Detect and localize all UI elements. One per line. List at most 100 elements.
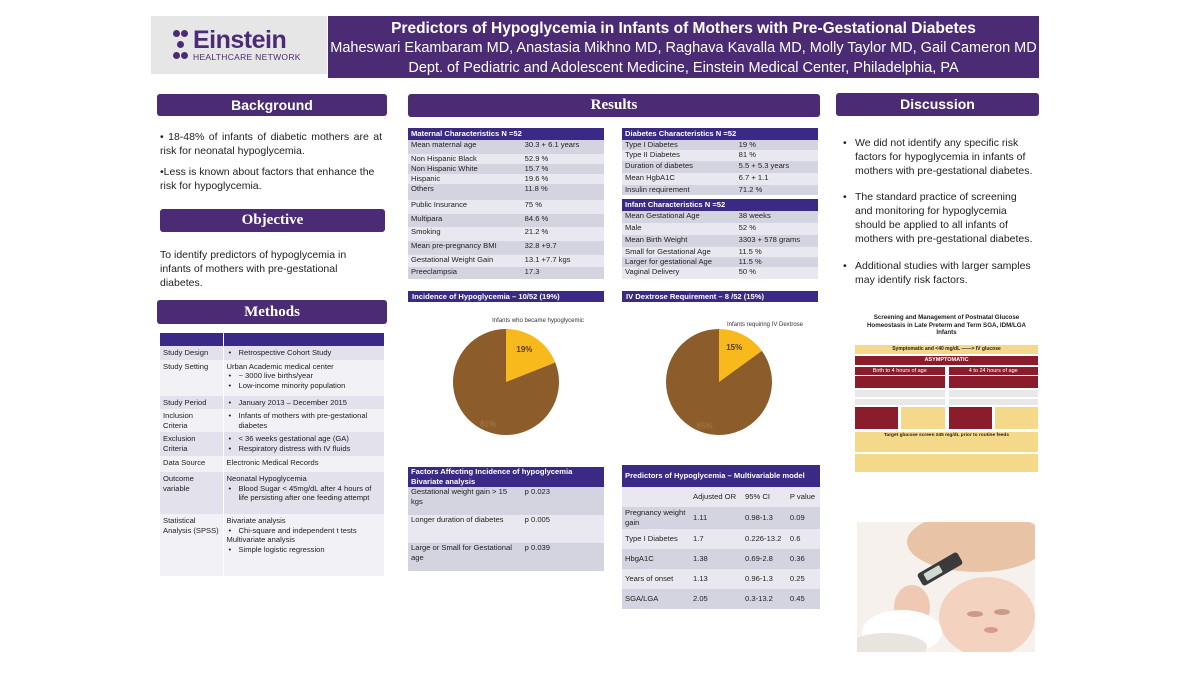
maternal-value: 84.6 % (521, 214, 604, 227)
factors-row: Large or Small for Gestational age p 0.03… (408, 543, 604, 571)
diabetes-header: Diabetes Characteristics N =52 (622, 128, 818, 140)
diabetes-row: Type I Diabetes 19 % (622, 140, 818, 150)
maternal-label: Mean pre-pregnancy BMI (408, 241, 522, 255)
infant-label: Male (622, 223, 736, 235)
diabetes-label: Type I Diabetes (622, 140, 736, 150)
guideline-symptomatic: Symptomatic and <40 mg/dL ——> IV glucose (855, 344, 1038, 354)
diabetes-value: 6.7 + 1.1 (735, 173, 818, 185)
maternal-value: 32.8 +9.7 (521, 241, 604, 255)
diabetes-row: Insulin requirement 71.2 % (622, 185, 818, 195)
predictors-header: Predictors of Hypoglycemia – Multivariab… (622, 465, 820, 487)
guideline-col1: Birth to 4 hours of age (855, 366, 945, 375)
infant-characteristics-table: Infant Characteristics N =52 Mean Gestati… (622, 199, 818, 279)
background-point-2: •Less is known about factors that enhanc… (160, 166, 375, 192)
methods-bullet-item: < 36 weeks gestational age (GA) (227, 434, 382, 444)
infant-photo-illustration (857, 522, 1035, 652)
predictors-cell: 2.05 (690, 589, 743, 609)
maternal-value: 52.9 % (521, 154, 604, 164)
maternal-value: 13.1 +7.7 kgs (521, 255, 604, 267)
maternal-label: Preeclampsia (408, 267, 522, 279)
diabetes-label: Type II Diabetes (622, 150, 736, 161)
infant-label: Mean Gestational Age (622, 211, 736, 223)
methods-row-value: < 36 weeks gestational age (GA)Respirato… (222, 432, 384, 456)
maternal-row: Gestational Weight Gain 13.1 +7.7 kgs (408, 255, 604, 267)
background-heading: Background (157, 94, 387, 116)
maternal-label: Hispanic (408, 174, 522, 184)
methods-row-value: Bivariate analysisChi-square and indepen… (222, 514, 384, 576)
methods-row-label: Outcome variable (160, 472, 223, 514)
infant-value: 11.5 % (735, 257, 818, 267)
predictors-cell: Pregnancy weight gain (622, 507, 690, 529)
maternal-value: 11.8 % (521, 184, 604, 200)
discussion-point-1: • We did not identify any specific risk f… (843, 137, 1033, 177)
infant-header: Infant Characteristics N =52 (622, 199, 818, 211)
methods-row-label: Study Period (160, 395, 223, 409)
infant-row: Small for Gestational Age 11.5 % (622, 247, 818, 257)
infant-value: 38 weeks (735, 211, 818, 223)
methods-text-item: Urban Academic medical center (226, 361, 334, 371)
methods-row-label: Study Design (160, 346, 223, 360)
methods-row: Study Setting Urban Academic medical cent… (160, 359, 384, 396)
infant-label: Larger for gestational Age (622, 257, 736, 267)
infant-row: Mean Birth Weight 3303 + 578 grams (622, 235, 818, 247)
methods-bullet-item: Simple logistic regression (227, 545, 382, 555)
diabetes-value: 81 % (735, 150, 818, 161)
maternal-value: 30.3 + 6.1 years (521, 140, 604, 154)
maternal-value: 75 % (521, 200, 604, 214)
infant-label: Small for Gestational Age (622, 247, 736, 257)
maternal-value: 15.7 % (521, 164, 604, 174)
einstein-logo: Einstein HEALTHCARE NETWORK (151, 16, 327, 74)
guideline-title: Screening and Management of Postnatal Gl… (866, 314, 1027, 336)
predictors-row: HbgA1C 1.38 0.69-2.8 0.36 (622, 549, 820, 569)
glucose-guideline-flowchart: Screening and Management of Postnatal Gl… (851, 312, 1042, 480)
methods-heading: Methods (157, 300, 387, 324)
infant-label: Vaginal Delivery (622, 267, 736, 279)
methods-text-item: Neonatal Hypoglycemia (226, 474, 307, 483)
hypoglycemia-incidence-heading: Incidence of Hypoglycemia – 10/52 (19%) (408, 291, 604, 302)
guideline-asymptomatic: ASYMPTOMATIC (855, 355, 1038, 365)
predictors-columns-row: Adjusted OR 95% CI P value (622, 487, 820, 507)
methods-row: Study Period January 2013 – December 2015 (160, 395, 384, 409)
logo-subtitle: HEALTHCARE NETWORK (193, 52, 301, 62)
methods-bullet-item: Respiratory distress with IV fluids (227, 444, 382, 454)
diabetes-label: Insulin requirement (622, 185, 736, 195)
poster-department: Dept. of Pediatric and Adolescent Medici… (408, 59, 959, 76)
maternal-row: Mean maternal age 30.3 + 6.1 years (408, 140, 604, 154)
maternal-value: 19.6 % (521, 174, 604, 184)
factors-row: Gestational weight gain > 15 kgs p 0.023 (408, 487, 604, 515)
predictors-cell: 1.13 (690, 569, 743, 589)
maternal-characteristics-table: Maternal Characteristics N =52 Mean mater… (408, 128, 604, 279)
methods-header-cell (222, 333, 384, 346)
maternal-row: Non Hispanic White 15.7 % (408, 164, 604, 174)
predictors-cell: 0.36 (786, 549, 820, 569)
predictors-row: Type I Diabetes 1.7 0.226-13.2 0.6 (622, 529, 820, 549)
discussion-heading: Discussion (836, 93, 1039, 116)
infant-value: 3303 + 578 grams (735, 235, 818, 247)
methods-bullet-item: January 2013 – December 2015 (227, 398, 382, 408)
methods-text-item: Electronic Medical Records (226, 458, 319, 467)
maternal-label: Smoking (408, 227, 522, 241)
methods-row-value: Urban Academic medical center~ 3000 live… (222, 359, 384, 396)
methods-row-value: Retrospective Cohort Study (222, 346, 384, 360)
diabetes-row: Type II Diabetes 81 % (622, 150, 818, 161)
methods-row-value: Neonatal HypoglycemiaBlood Sugar < 45mg/… (222, 472, 384, 514)
maternal-row: Multipara 84.6 % (408, 214, 604, 227)
infant-row: Male 52 % (622, 223, 818, 235)
maternal-label: Non Hispanic White (408, 164, 522, 174)
maternal-row: Mean pre-pregnancy BMI 32.8 +9.7 (408, 241, 604, 255)
methods-row-label: Study Setting (160, 359, 223, 396)
pie2-label-2: 85% (697, 421, 713, 430)
maternal-row: Public Insurance 75 % (408, 200, 604, 214)
maternal-row: Hispanic 19.6 % (408, 174, 604, 184)
diabetes-row: Duration of diabetes 5.5 + 5.3 years (622, 161, 818, 173)
hypoglycemia-pie-chart: 19% 81% (453, 329, 559, 435)
infant-value: 52 % (735, 223, 818, 235)
predictors-column-header (622, 487, 690, 507)
guideline-target: Target glucose screen ≥45 mg/dL prior to… (855, 431, 1038, 452)
discussion-point-2: • The standard practice of screening and … (843, 191, 1033, 245)
diabetes-characteristics-table: Diabetes Characteristics N =52 Type I Dia… (622, 128, 818, 195)
predictors-cell: 0.98-1.3 (742, 507, 787, 529)
predictors-header-row: Predictors of Hypoglycemia – Multivariab… (622, 465, 820, 487)
pie1-title: Infants who became hypoglycemic (492, 318, 584, 324)
